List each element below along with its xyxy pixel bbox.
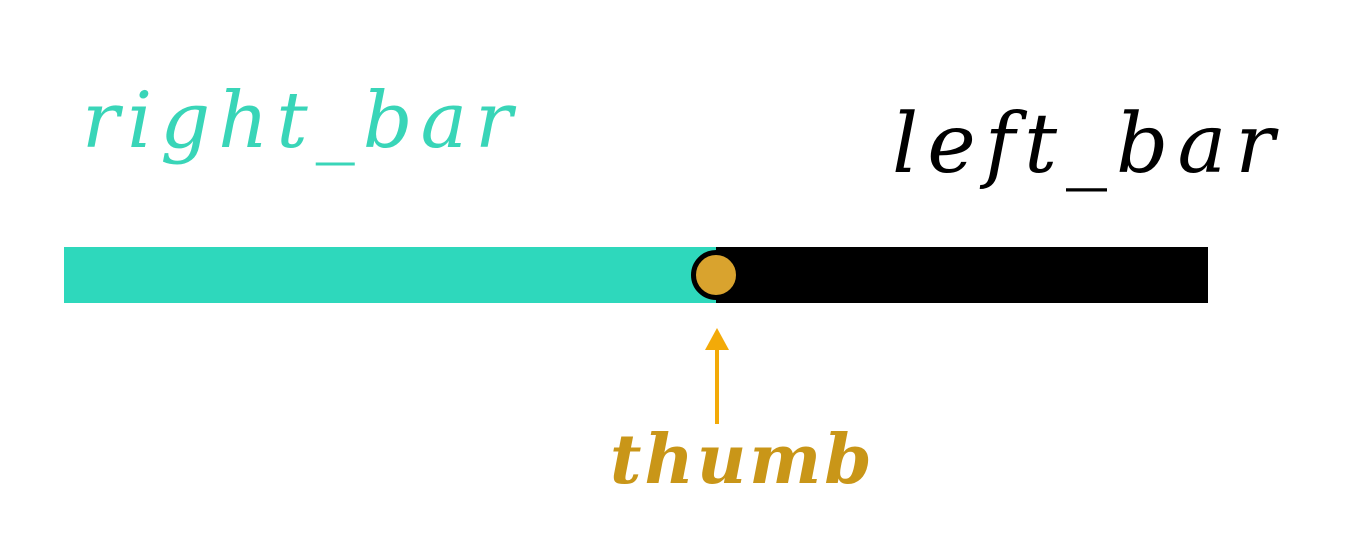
right-bar bbox=[64, 247, 717, 303]
slider-thumb[interactable] bbox=[691, 250, 742, 300]
left-bar bbox=[716, 247, 1208, 303]
arrow-icon bbox=[705, 328, 729, 424]
right-bar-label: right_bar bbox=[82, 76, 521, 166]
slider[interactable] bbox=[64, 247, 1208, 303]
thumb-label: thumb bbox=[610, 420, 875, 500]
left-bar-label: left_bar bbox=[892, 97, 1284, 192]
